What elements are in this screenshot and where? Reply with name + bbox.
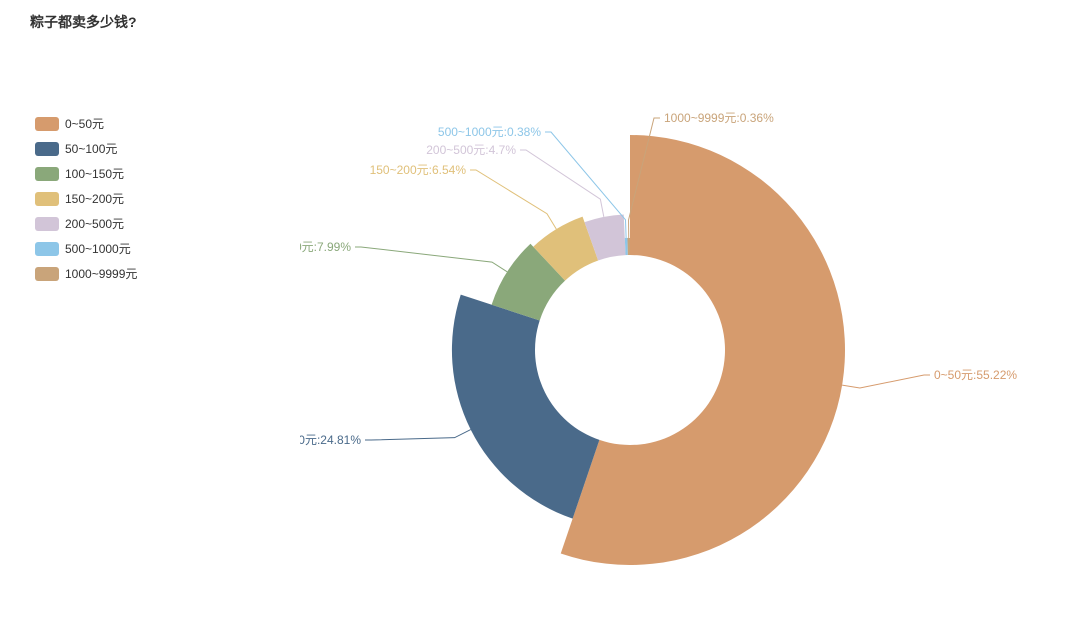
legend-swatch: [35, 242, 59, 256]
slice-label: 200~500元:4.7%: [426, 143, 516, 157]
chart-title: 粽子都卖多少钱?: [30, 12, 137, 32]
leader-line: [470, 170, 556, 229]
donut-chart: 0~50元:55.22% 50~100元:24.81% 100~150元:7.99%…: [300, 60, 1050, 570]
legend-swatch: [35, 167, 59, 181]
leader-line: [365, 430, 471, 440]
legend: 0~50元 50~100元 100~150元 150~200元 200~500元 500~…: [35, 115, 137, 282]
slice-label: 0~50元:55.22%: [934, 368, 1017, 382]
legend-swatch: [35, 192, 59, 206]
legend-label: 0~50元: [65, 115, 104, 132]
legend-item[interactable]: 50~100元: [35, 140, 137, 157]
donut-slice[interactable]: [627, 238, 630, 255]
legend-item[interactable]: 1000~9999元: [35, 265, 137, 282]
leader-line: [842, 375, 930, 388]
legend-item[interactable]: 500~1000元: [35, 240, 137, 257]
legend-swatch: [35, 142, 59, 156]
legend-item[interactable]: 200~500元: [35, 215, 137, 232]
legend-item[interactable]: 150~200元: [35, 190, 137, 207]
legend-label: 500~1000元: [65, 240, 131, 257]
legend-label: 100~150元: [65, 165, 124, 182]
legend-label: 1000~9999元: [65, 265, 137, 282]
legend-swatch: [35, 217, 59, 231]
legend-label: 200~500元: [65, 215, 124, 232]
leader-line: [355, 247, 507, 272]
slice-label: 150~200元:6.54%: [370, 163, 467, 177]
legend-label: 150~200元: [65, 190, 124, 207]
legend-swatch: [35, 267, 59, 281]
slice-label: 100~150元:7.99%: [300, 240, 351, 254]
donut-slice[interactable]: [452, 295, 599, 519]
legend-label: 50~100元: [65, 140, 117, 157]
slice-label: 50~100元:24.81%: [300, 433, 361, 447]
slice-label: 1000~9999元:0.36%: [664, 111, 774, 125]
legend-item[interactable]: 0~50元: [35, 115, 137, 132]
leader-line: [520, 150, 604, 217]
slice-label: 500~1000元:0.38%: [438, 125, 541, 139]
legend-item[interactable]: 100~150元: [35, 165, 137, 182]
legend-swatch: [35, 117, 59, 131]
donut-slice[interactable]: [561, 135, 845, 565]
